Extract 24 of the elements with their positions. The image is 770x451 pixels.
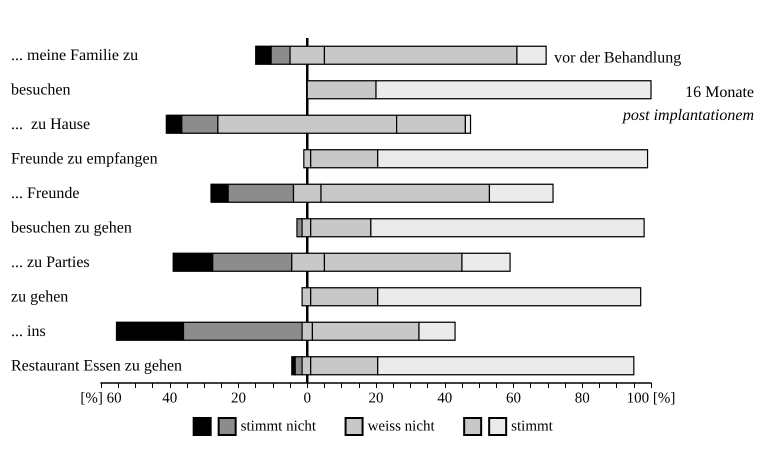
y-tick-label: ... zu Parties (11, 254, 90, 271)
x-tick-label: 80 (574, 390, 590, 406)
y-tick-label: ... meine Familie zu (11, 46, 138, 64)
legend-label: weiss nicht (368, 418, 458, 434)
legend-label: stimmt nicht (240, 418, 339, 434)
x-tick-label: [%] 60 (80, 390, 122, 406)
y-tick-label: besuchen zu gehen (11, 219, 132, 236)
x-tick-label: 40 (437, 390, 452, 406)
x-tick-label: 20 (368, 390, 384, 406)
annotation: 16 Monate post implantationem (622, 84, 754, 124)
y-tick-label: ... ins (11, 322, 46, 340)
y-tick-label: besuchen (11, 81, 71, 98)
x-tick-label: 20 (231, 390, 246, 406)
annotation: vor der Behandlung (554, 49, 682, 66)
y-tick-label: Restaurant Essen zu gehen (11, 357, 182, 374)
x-tick-label: 100 [%] (626, 390, 676, 406)
x-tick-label: 60 (506, 390, 521, 406)
y-tick-label: ... Freunde (11, 184, 80, 202)
y-tick-label: zu gehen (11, 288, 68, 306)
y-tick-label: Freunde zu empfangen (11, 150, 158, 168)
x-tick-label: 0 (304, 390, 311, 406)
x-tick-label: 40 (162, 390, 178, 406)
y-tick-label: ... zu Hause (11, 116, 90, 133)
legend-label: stimmt (511, 418, 576, 434)
